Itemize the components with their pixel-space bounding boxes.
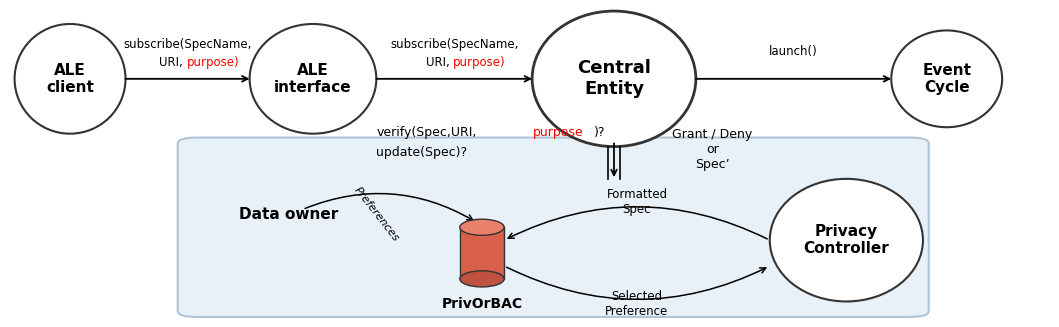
Text: launch(): launch() (769, 45, 818, 58)
Text: URI,: URI, (426, 56, 453, 69)
Text: ALE
client: ALE client (47, 63, 94, 95)
Ellipse shape (892, 30, 1002, 127)
Ellipse shape (250, 24, 376, 134)
FancyBboxPatch shape (178, 138, 929, 317)
Text: verify(Spec,URI,: verify(Spec,URI, (376, 126, 477, 139)
Text: Event
Cycle: Event Cycle (922, 63, 971, 95)
Text: update(Spec)?: update(Spec)? (376, 146, 467, 159)
Text: Central
Entity: Central Entity (577, 60, 651, 98)
FancyArrowPatch shape (508, 207, 768, 239)
Text: Privacy
Controller: Privacy Controller (804, 224, 890, 256)
Text: Data owner: Data owner (239, 207, 338, 222)
Text: subscribe(SpecName,: subscribe(SpecName, (123, 38, 252, 51)
Ellipse shape (770, 179, 923, 301)
Text: purpose): purpose) (453, 56, 506, 69)
Text: ALE
interface: ALE interface (274, 63, 352, 95)
Text: URI,: URI, (159, 56, 186, 69)
Text: Grant / Deny
or
Spec’: Grant / Deny or Spec’ (672, 128, 752, 171)
Text: Preferences: Preferences (352, 185, 400, 244)
Ellipse shape (532, 11, 696, 146)
Ellipse shape (460, 271, 504, 287)
Text: PrivOrBAC: PrivOrBAC (442, 297, 522, 311)
Text: Formatted
Spec: Formatted Spec (607, 188, 667, 216)
Text: purpose): purpose) (186, 56, 239, 69)
Text: Selected
Preference: Selected Preference (606, 290, 668, 318)
Bar (460, 227, 504, 279)
Text: purpose: purpose (533, 126, 584, 139)
Text: subscribe(SpecName,: subscribe(SpecName, (390, 38, 519, 51)
Text: )?: )? (594, 126, 606, 139)
Ellipse shape (15, 24, 126, 134)
FancyArrowPatch shape (506, 267, 766, 299)
FancyArrowPatch shape (305, 194, 472, 220)
Ellipse shape (460, 219, 504, 235)
